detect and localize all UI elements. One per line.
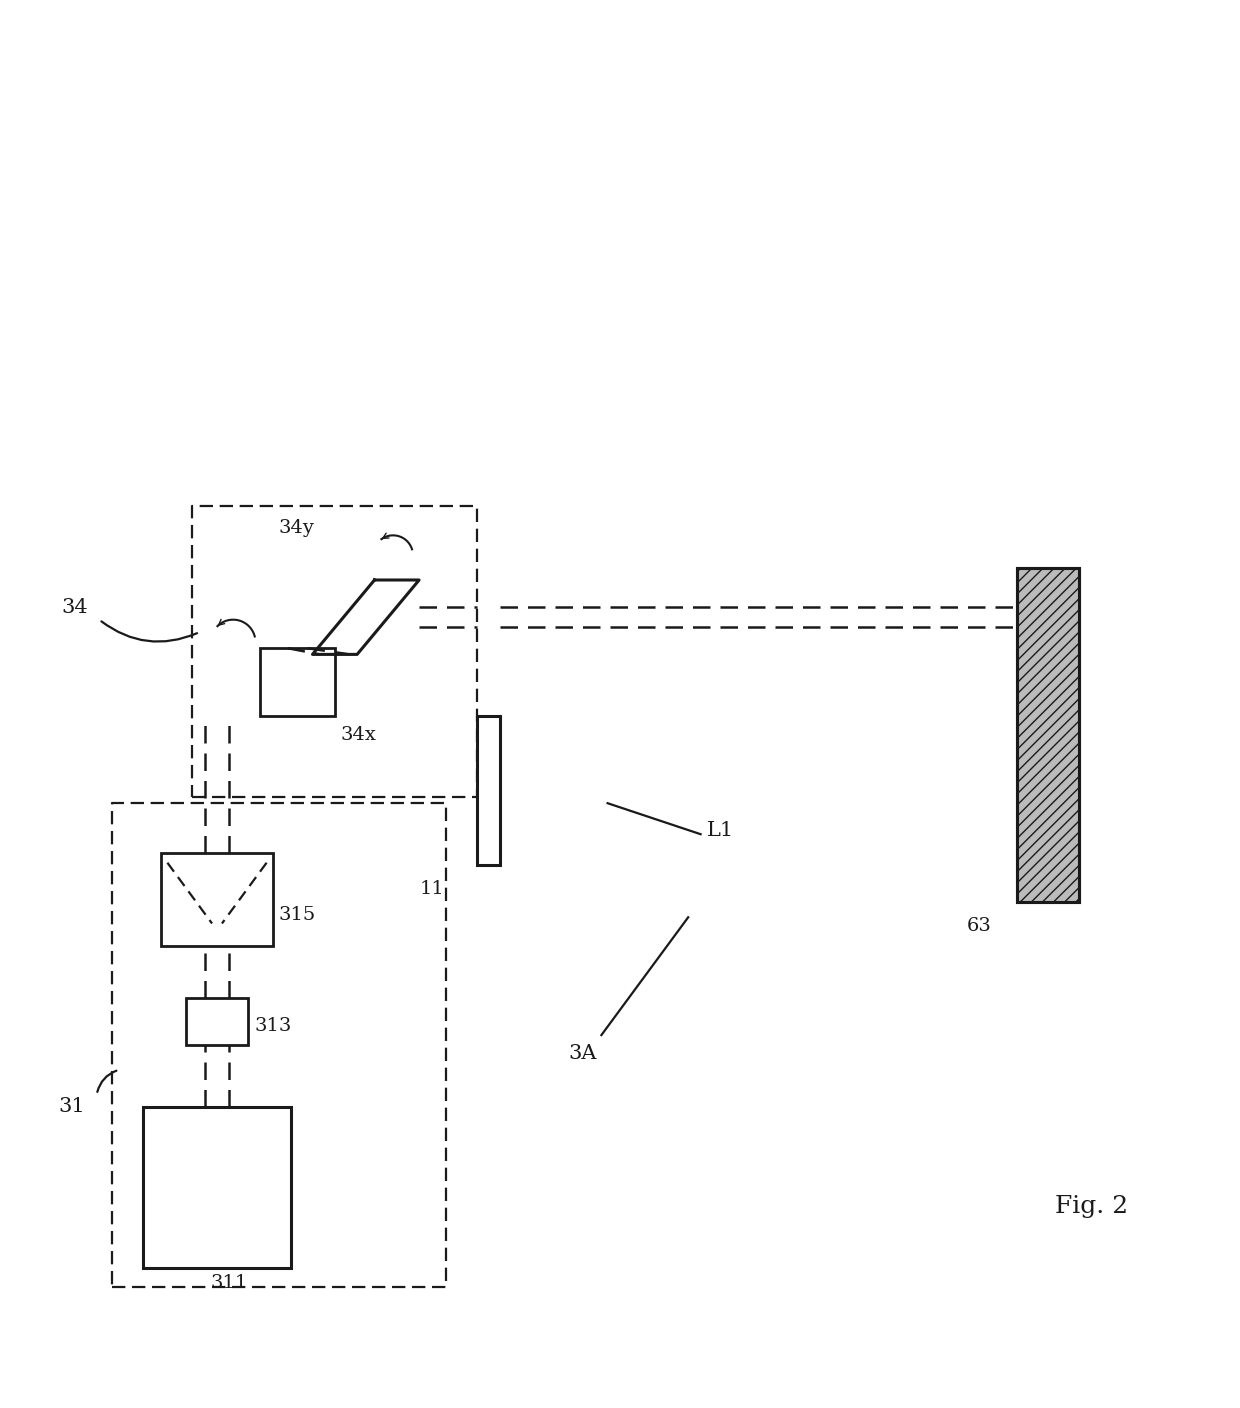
- Bar: [161, 853, 273, 946]
- Text: 313: 313: [254, 1018, 291, 1035]
- Text: 11: 11: [419, 880, 444, 898]
- Text: 34: 34: [61, 598, 88, 617]
- Text: 315: 315: [279, 905, 316, 924]
- Text: Fig. 2: Fig. 2: [1055, 1195, 1127, 1218]
- Bar: [1017, 567, 1079, 903]
- Text: 311: 311: [211, 1274, 248, 1293]
- Bar: [477, 717, 500, 865]
- Bar: [186, 998, 248, 1045]
- Text: 31: 31: [58, 1097, 86, 1117]
- Text: L1: L1: [707, 821, 734, 841]
- Text: 34x: 34x: [341, 727, 377, 745]
- Bar: [260, 648, 335, 717]
- Text: 34y: 34y: [279, 518, 315, 536]
- Bar: [143, 1107, 291, 1269]
- Bar: [1017, 567, 1079, 903]
- Text: 63: 63: [967, 917, 992, 935]
- Text: 3A: 3A: [569, 1045, 596, 1063]
